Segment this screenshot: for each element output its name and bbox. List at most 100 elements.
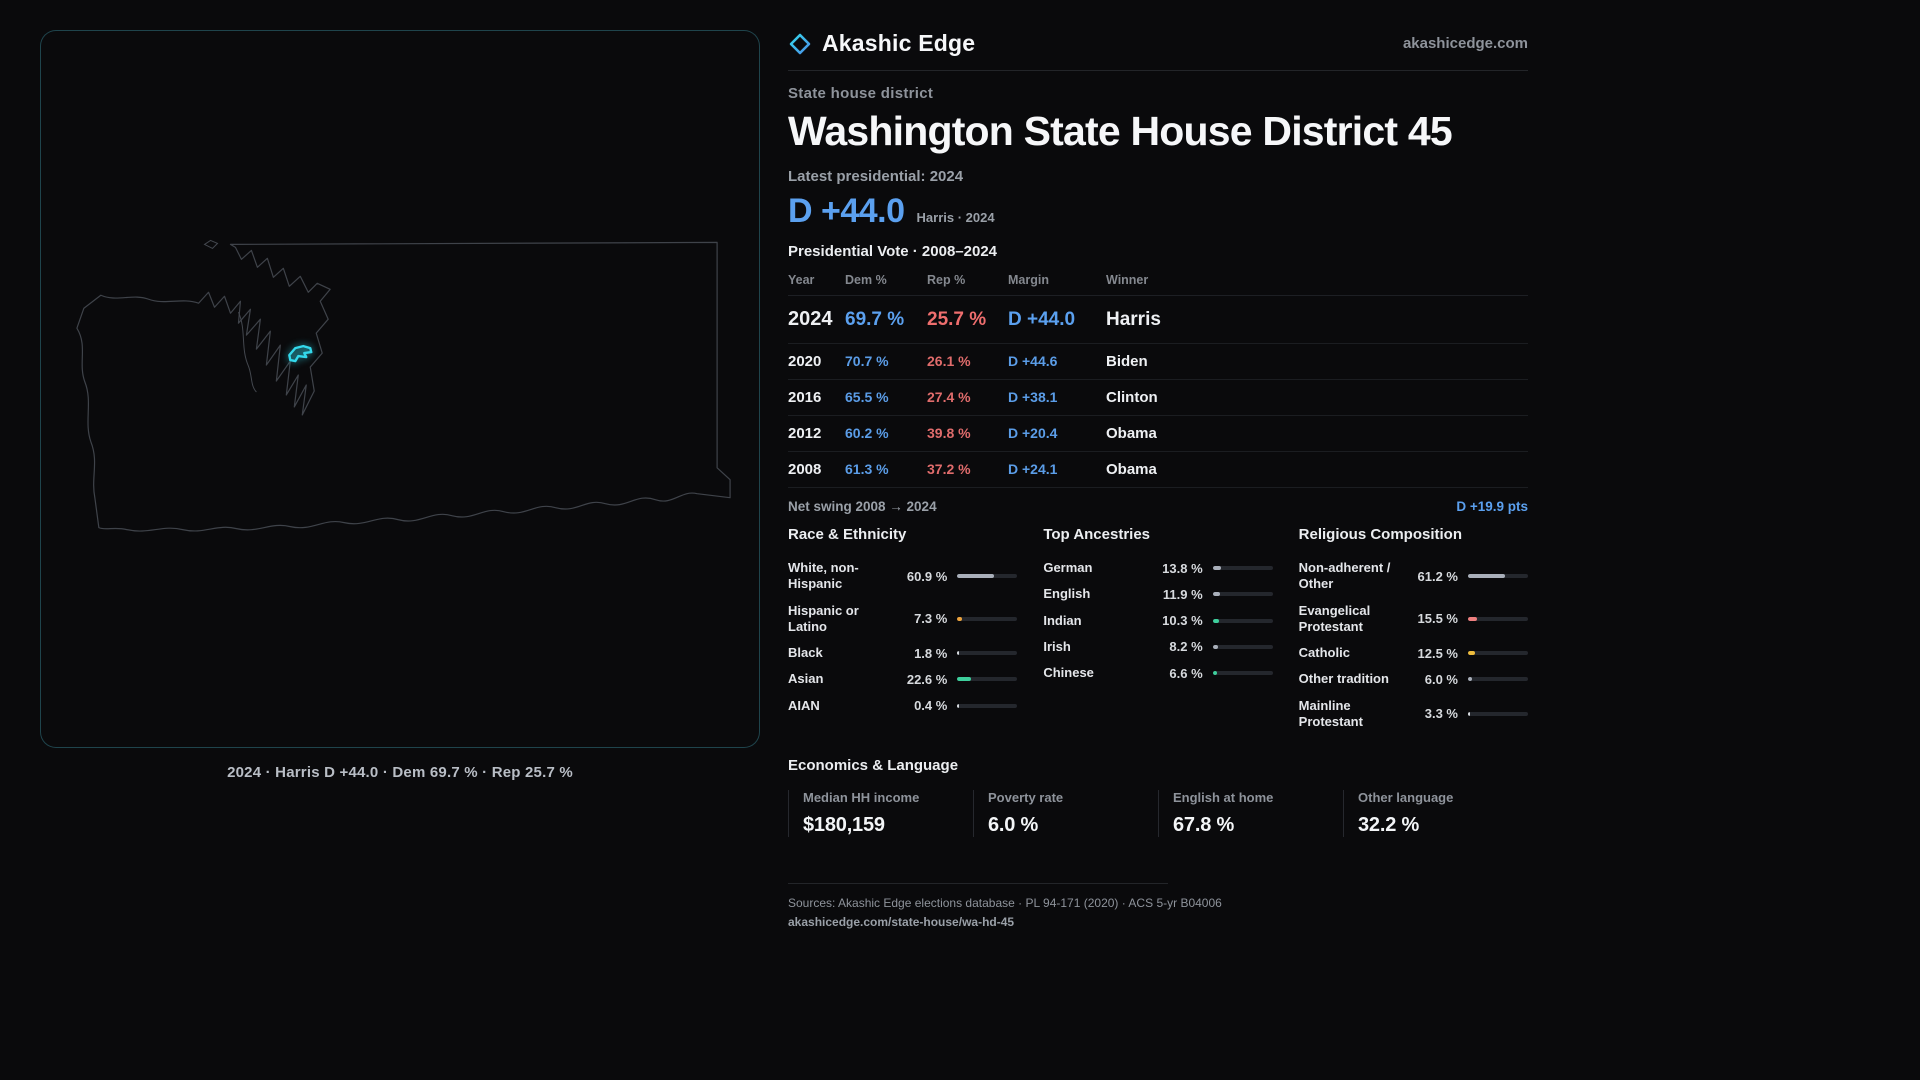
cell-year: 2020 <box>788 353 822 370</box>
cell-margin: D +44.0 <box>1008 309 1076 330</box>
ancestries-title: Top Ancestries <box>1043 526 1151 543</box>
demo-bar <box>1212 592 1273 597</box>
net-swing-row: Net swing 2008 → 2024 D +19.9 pts <box>788 488 1528 518</box>
demo-bar <box>957 703 1018 708</box>
site-domain-link[interactable]: akashicedge.com <box>1402 35 1528 52</box>
table-row-2008: 2008 61.3 % 37.2 % D +24.1 Obama <box>788 452 1528 488</box>
demo-label: AIAN <box>788 697 820 713</box>
demo-row: White, non-Hispanic 60.9 % <box>788 555 1018 598</box>
cell-year: 2008 <box>788 461 822 478</box>
vote-table-header-row: Year Dem % Rep % Margin Winner <box>788 265 1528 296</box>
vote-table-title: Presidential Vote · 2008–2024 <box>788 243 998 260</box>
demo-row: Indian 10.3 % <box>1043 608 1273 634</box>
district-type-kicker: State house district <box>788 85 934 102</box>
demo-value: 6.0 % <box>1424 671 1458 687</box>
demo-value: 61.2 % <box>1417 568 1458 584</box>
demo-label: Mainline Protestant <box>1298 697 1363 729</box>
demo-row: AIAN 0.4 % <box>788 693 1018 719</box>
map-column: 2024 · Harris D +44.0 · Dem 69.7 % · Rep… <box>40 30 760 929</box>
puget-sound-detail <box>237 312 257 393</box>
demo-bar <box>1467 616 1528 621</box>
religion-title: Religious Composition <box>1298 526 1462 543</box>
demographics-section: Race & Ethnicity White, non-Hispanic 60.… <box>788 526 1528 735</box>
ancestries-column: Top Ancestries German 13.8 % English 11.… <box>1043 526 1273 735</box>
col-header-margin: Margin <box>1008 273 1049 287</box>
cell-winner: Obama <box>1106 425 1157 442</box>
demo-bar <box>1467 711 1528 716</box>
stat-other-language: Other language 32.2 % <box>1343 790 1528 837</box>
island-speck <box>203 239 219 249</box>
cell-dem: 60.2 % <box>845 425 889 441</box>
stat-value: 67.8 % <box>1173 814 1235 836</box>
stat-english-at-home: English at home 67.8 % <box>1158 790 1343 837</box>
demo-row: Mainline Protestant 3.3 % <box>1299 693 1528 736</box>
economics-title: Economics & Language <box>788 757 959 774</box>
page-title: Washington State House District 45 <box>788 108 1453 154</box>
district-45-highlight <box>288 344 313 363</box>
headline-margin: D +44.0 Harris · 2024 <box>788 192 1528 231</box>
demo-value: 60.9 % <box>906 568 948 584</box>
cell-rep: 25.7 % <box>927 309 987 330</box>
sources-text: Sources: Akashic Edge elections database… <box>788 896 1222 910</box>
stat-value: 6.0 % <box>988 814 1039 836</box>
cell-rep: 37.2 % <box>927 461 971 477</box>
col-header-year: Year <box>788 273 815 287</box>
religion-column: Religious Composition Non-adherent / Oth… <box>1299 526 1528 735</box>
demo-label: Evangelical Protestant <box>1298 602 1371 634</box>
footer-divider <box>788 883 1168 884</box>
info-column: Akashic Edge akashicedge.com State house… <box>788 30 1528 929</box>
cell-dem: 61.3 % <box>845 461 889 477</box>
demo-row: Irish 8.2 % <box>1043 634 1273 660</box>
latest-presidential-label: Latest presidential: 2024 <box>788 168 964 185</box>
demo-value: 3.3 % <box>1424 706 1458 722</box>
cell-margin: D +24.1 <box>1008 461 1058 477</box>
demo-bar <box>1467 677 1528 682</box>
demo-label: Catholic <box>1298 645 1350 660</box>
demo-bar <box>957 677 1018 682</box>
headline-margin-note: Harris · 2024 <box>916 210 995 225</box>
cell-winner: Clinton <box>1106 389 1158 406</box>
col-header-winner: Winner <box>1106 273 1149 287</box>
stat-value: 32.2 % <box>1358 814 1420 836</box>
stat-label: Median HH income <box>803 790 920 805</box>
demo-row: German 13.8 % <box>1043 555 1273 581</box>
demo-row: Chinese 6.6 % <box>1043 660 1273 686</box>
demo-row: English 11.9 % <box>1043 581 1273 607</box>
cell-year: 2024 <box>788 308 833 330</box>
cell-margin: D +44.6 <box>1008 353 1058 369</box>
demo-row: Asian 22.6 % <box>788 666 1018 692</box>
col-header-rep: Rep % <box>927 273 966 287</box>
demo-bar <box>957 616 1018 621</box>
demo-value: 15.5 % <box>1417 611 1458 627</box>
stat-label: Other language <box>1358 790 1454 805</box>
cell-margin: D +38.1 <box>1008 389 1058 405</box>
demo-label: Chinese <box>1043 665 1094 680</box>
demo-label: Asian <box>788 671 824 687</box>
demo-value: 12.5 % <box>1417 645 1458 661</box>
demo-row: Evangelical Protestant 15.5 % <box>1299 598 1528 641</box>
demo-bar <box>1467 574 1528 579</box>
economics-section: Economics & Language Median HH income $1… <box>788 757 1528 837</box>
stat-median-income: Median HH income $180,159 <box>788 790 973 837</box>
demo-value: 6.6 % <box>1169 665 1203 681</box>
table-row-2012: 2012 60.2 % 39.8 % D +20.4 Obama <box>788 416 1528 452</box>
header-divider <box>788 70 1528 71</box>
demo-bar <box>1467 651 1528 656</box>
demo-bar <box>1212 644 1273 649</box>
demo-row: Other tradition 6.0 % <box>1299 666 1528 692</box>
demo-label: Indian <box>1043 612 1082 628</box>
permalink-link[interactable]: akashicedge.com/state-house/wa-hd-45 <box>788 915 1015 929</box>
demo-bar <box>957 651 1018 656</box>
demo-value: 11.9 % <box>1162 586 1203 602</box>
demo-row: Non-adherent / Other 61.2 % <box>1299 555 1528 598</box>
presidential-vote-table: Year Dem % Rep % Margin Winner 2024 69.7… <box>788 265 1528 488</box>
footer: Sources: Akashic Edge elections database… <box>788 883 1528 929</box>
race-title: Race & Ethnicity <box>788 526 907 543</box>
stat-value: $180,159 <box>803 814 885 836</box>
table-row-2024: 2024 69.7 % 25.7 % D +44.0 Harris <box>788 296 1528 344</box>
cell-dem: 65.5 % <box>845 389 889 405</box>
stat-label: Poverty rate <box>988 790 1064 805</box>
washington-outline <box>76 241 731 532</box>
col-header-dem: Dem % <box>845 273 887 287</box>
demo-label: Other tradition <box>1298 671 1389 687</box>
